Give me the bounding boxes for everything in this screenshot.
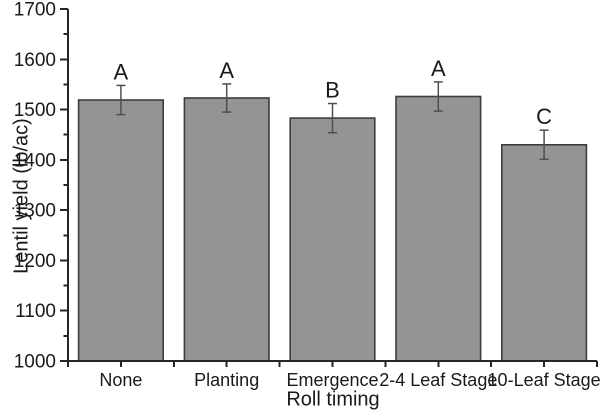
x-category-label: 2-4 Leaf Stage — [379, 370, 497, 390]
y-tick-label: 1600 — [14, 50, 56, 71]
y-tick-label: 1500 — [14, 100, 56, 121]
y-tick-label: 1000 — [14, 352, 56, 373]
bar — [500, 144, 588, 362]
significance-letter: B — [325, 78, 340, 103]
significance-letter: A — [431, 56, 446, 81]
x-category-label: 10-Leaf Stage — [488, 370, 600, 390]
y-tick-label: 1100 — [15, 301, 56, 322]
significance-letter: A — [219, 58, 234, 83]
bar — [183, 97, 270, 362]
x-category-label: None — [99, 370, 142, 390]
y-tick-label: 1700 — [14, 0, 56, 21]
y-tick-label: 1300 — [14, 201, 56, 222]
bar — [395, 95, 482, 362]
x-category-label: Emergence — [286, 370, 378, 390]
y-tick-label: 1200 — [14, 251, 56, 272]
y-axis-title: Lentil yield (lb/ac) — [10, 118, 33, 274]
y-tick-label: 1400 — [14, 150, 56, 171]
significance-letter: C — [536, 104, 552, 129]
significance-letter: A — [114, 59, 129, 84]
bar — [289, 117, 376, 362]
x-category-label: Planting — [194, 370, 259, 390]
x-axis-title: Roll timing — [286, 388, 380, 411]
bar — [77, 99, 164, 362]
